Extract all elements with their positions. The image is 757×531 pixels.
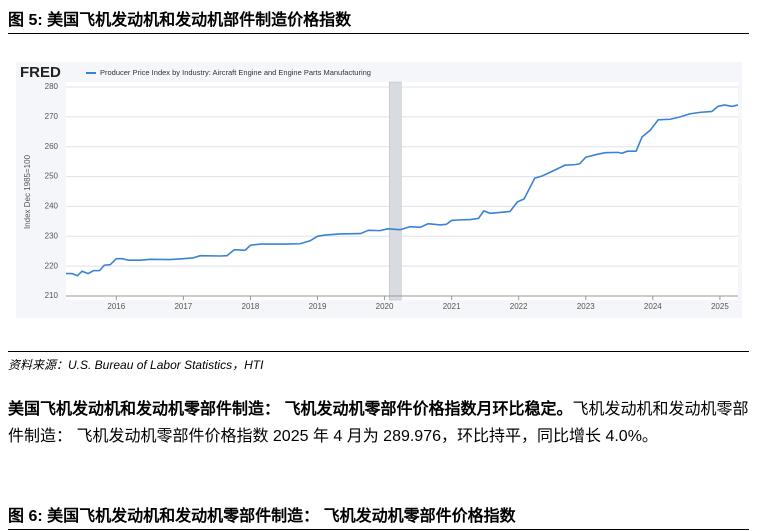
x-tick-label: 2024: [644, 302, 662, 311]
legend-label: Producer Price Index by Industry: Aircra…: [100, 68, 371, 77]
plot-area: [66, 82, 738, 300]
y-tick-label: 270: [45, 112, 59, 121]
chart: FRED Producer Price Index by Industry: A…: [16, 62, 742, 318]
paragraph-body: 飞机发动机和发动机零部件制造： 飞机发动机零部件价格指数 2025 年 4 月为…: [8, 401, 749, 445]
x-tick-label: 2023: [577, 302, 595, 311]
y-tick-label: 210: [45, 291, 59, 300]
paragraph-lead: 美国飞机发动机和发动机零部件制造： 飞机发动机零部件价格指数月环比稳定。: [8, 401, 573, 418]
x-tick-label: 2020: [376, 302, 394, 311]
brand: FRED: [20, 64, 61, 81]
x-tick-label: 2021: [443, 302, 461, 311]
y-tick-label: 280: [45, 82, 59, 91]
y-tick-label: 230: [45, 231, 59, 240]
recession-shade: [389, 81, 402, 301]
x-tick-label: 2022: [510, 302, 528, 311]
y-tick-label: 240: [45, 202, 59, 211]
series-line: [66, 104, 739, 277]
figure-caption: 图 5: 美国飞机发动机和发动机部件制造价格指数: [8, 6, 749, 34]
x-tick-label: 2025: [711, 302, 729, 311]
y-axis-label: Index Dec 1985=100: [23, 154, 32, 229]
y-tick-label: 220: [45, 261, 59, 270]
x-tick-label: 2018: [242, 302, 260, 311]
figure-caption: 图 6: 美国飞机发动机和发动机零部件制造： 飞机发动机零部件价格指数: [8, 502, 749, 530]
source: 资料来源：U.S. Bureau of Labor Statistics，HTI: [8, 351, 749, 373]
x-tick-label: 2016: [107, 302, 125, 311]
y-tick-label: 250: [45, 172, 59, 181]
paragraph: 美国飞机发动机和发动机零部件制造： 飞机发动机零部件价格指数月环比稳定。飞机发动…: [8, 396, 749, 450]
y-tick-label: 260: [45, 142, 59, 151]
x-tick-label: 2017: [174, 302, 192, 311]
x-tick-label: 2019: [309, 302, 327, 311]
